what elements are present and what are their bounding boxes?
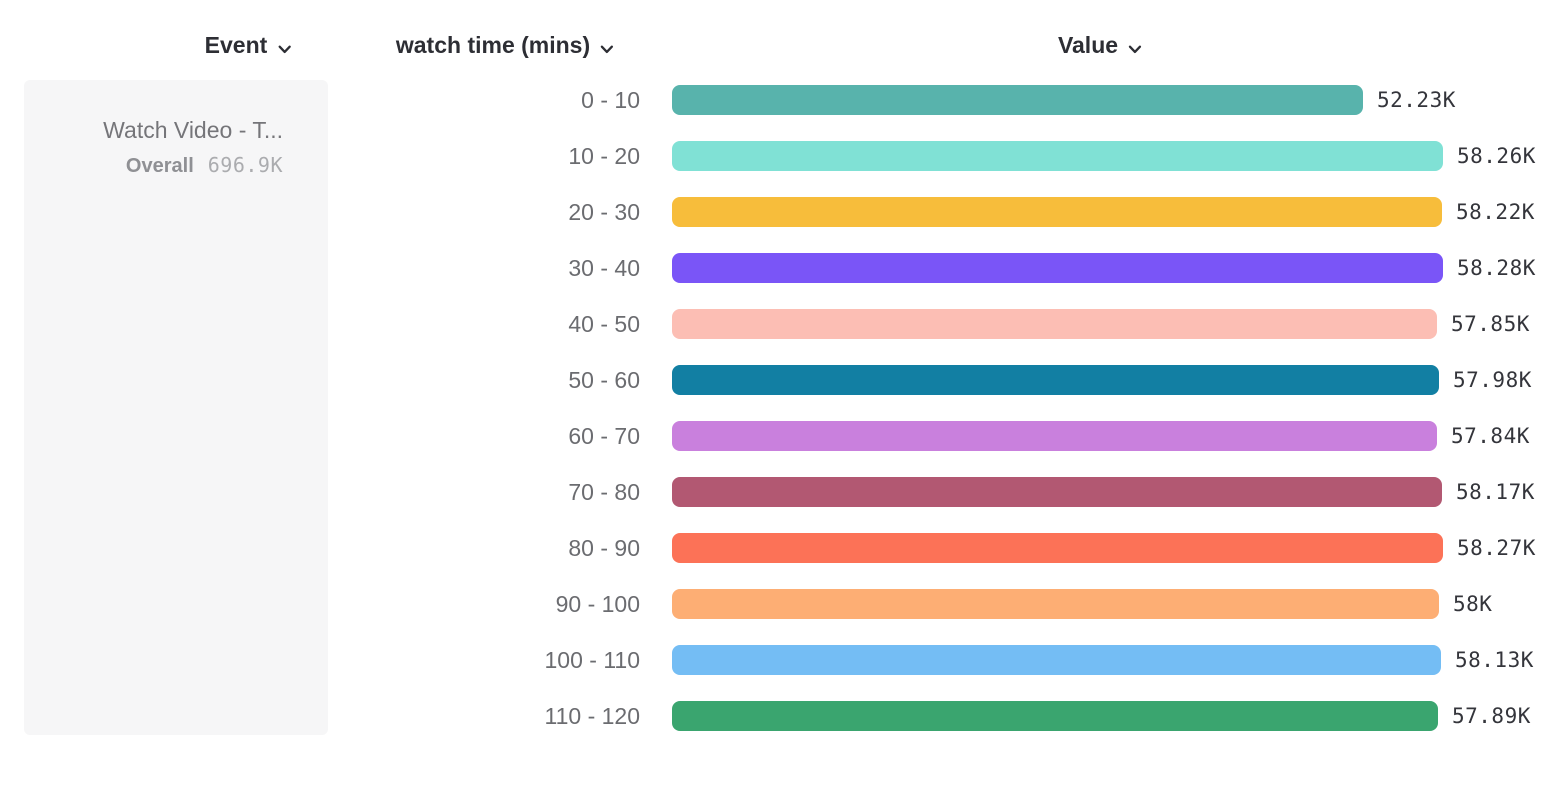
event-legend-item[interactable]: Watch Video - T... Overall 696.9K [24,80,328,178]
bar[interactable] [672,253,1443,283]
category-label: 40 - 50 [568,311,640,337]
value-label: 58.13K [1455,648,1534,672]
value-label: 57.84K [1451,424,1530,448]
value-label: 57.98K [1453,368,1532,392]
category-label: 50 - 60 [568,367,640,393]
overall-label: Overall [125,155,194,177]
category-label: 10 - 20 [568,143,640,169]
category-label: 110 - 120 [544,703,640,729]
event-column-label: Event [204,31,268,58]
value-label: 58.26K [1457,144,1536,168]
chevron-down-icon [277,31,291,61]
overall-value: 696.9K [207,153,283,177]
chart-row: 100 - 110 58.13K [0,645,1536,675]
value-label: 58.22K [1456,200,1535,224]
breakdown-column-header: watch time (mins) [392,26,618,63]
bar[interactable] [672,85,1363,115]
value-label: 58.27K [1457,536,1536,560]
category-label: 80 - 90 [568,535,640,561]
overall-row: Overall 696.9K [24,153,283,178]
chart-row: 10 - 20 58.26K [0,141,1536,171]
value-column-label: Value [1057,31,1119,58]
value-label: 57.89K [1452,704,1531,728]
breakdown-column-label: watch time (mins) [395,31,591,58]
bar[interactable] [672,309,1437,339]
category-label: 70 - 80 [568,479,640,505]
event-card: Watch Video - T... Overall 696.9K [24,80,328,735]
category-label: 60 - 70 [568,423,640,449]
chart-row: 80 - 90 58.27K [0,533,1536,563]
value-column-header: Value [1054,26,1146,63]
chart-row: 40 - 50 57.85K [0,309,1536,339]
bar[interactable] [672,421,1437,451]
breakdown-column-dropdown[interactable]: watch time (mins) [392,26,618,63]
category-label: 90 - 100 [555,591,640,617]
chart-row: 30 - 40 58.28K [0,253,1536,283]
value-label: 57.85K [1451,312,1530,336]
chart-row: 0 - 10 52.23K [0,85,1536,115]
chart-row: 110 - 120 57.89K [0,701,1536,731]
chevron-down-icon [600,31,614,61]
value-label: 52.23K [1377,88,1456,112]
category-label: 100 - 110 [544,647,640,673]
value-label: 58.28K [1457,256,1536,280]
value-column-dropdown[interactable]: Value [1054,26,1146,63]
category-label: 0 - 10 [581,87,640,113]
value-label: 58.17K [1456,480,1535,504]
category-label: 20 - 30 [568,199,640,225]
chevron-down-icon [1128,31,1142,61]
chart-row: 90 - 100 58K [0,589,1536,619]
event-column-dropdown[interactable]: Event [201,26,296,63]
bar[interactable] [672,589,1439,619]
bar[interactable] [672,701,1438,731]
value-label: 58K [1453,592,1493,616]
event-column-header: Event [201,26,296,63]
bar[interactable] [672,533,1443,563]
chart-row: 20 - 30 58.22K [0,197,1536,227]
event-name: Watch Video - T... [103,117,283,143]
bar[interactable] [672,365,1439,395]
bar[interactable] [672,477,1442,507]
chart-row: 70 - 80 58.17K [0,477,1536,507]
bar[interactable] [672,141,1443,171]
chart-row: 50 - 60 57.98K [0,365,1536,395]
bar[interactable] [672,645,1441,675]
chart-row: 60 - 70 57.84K [0,421,1536,451]
bar-chart: 0 - 10 52.23K 10 - 20 58.26K 20 - 30 58.… [0,85,1536,757]
category-label: 30 - 40 [568,255,640,281]
bar[interactable] [672,197,1442,227]
